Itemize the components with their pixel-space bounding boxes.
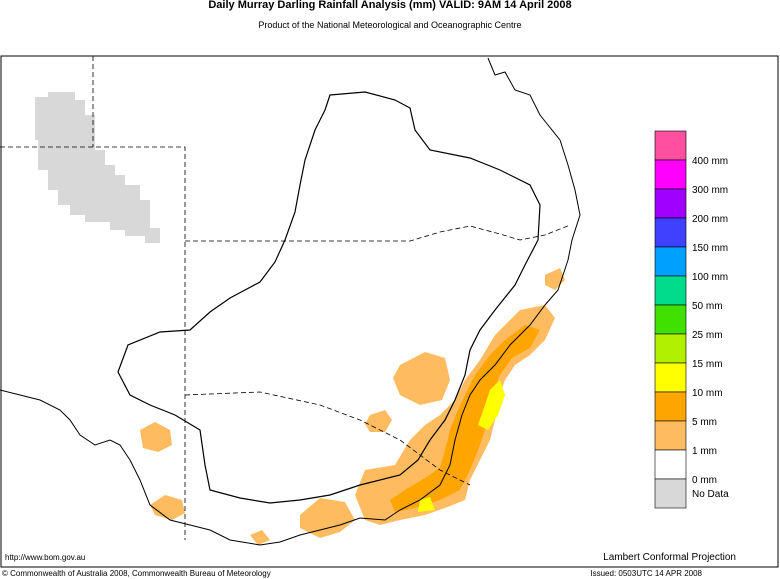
- legend-swatch: [654, 217, 687, 248]
- issued: Issued: 0503UTC 14 APR 2008: [590, 569, 702, 578]
- legend-swatch: [654, 275, 687, 306]
- legend-swatch: [654, 130, 687, 161]
- state-borders: [0, 56, 571, 540]
- rainfall-areas: [140, 268, 565, 545]
- legend-swatch: [654, 391, 687, 422]
- legend-swatch: [654, 420, 687, 451]
- legend-label: 400 mm: [692, 156, 728, 167]
- projection: Lambert Conformal Projection: [603, 552, 736, 563]
- legend-swatch: [654, 478, 687, 509]
- legend-label: 200 mm: [692, 214, 728, 225]
- legend-label: 10 mm: [692, 388, 723, 399]
- coastline: [0, 57, 581, 546]
- legend-label: 25 mm: [692, 330, 723, 341]
- legend-swatch: [654, 188, 687, 219]
- no-data-area: [35, 92, 160, 243]
- legend-label: 15 mm: [692, 359, 723, 370]
- legend-swatch: [654, 362, 687, 393]
- legend-swatch: [654, 449, 687, 480]
- legend-label: 100 mm: [692, 272, 728, 283]
- legend-label: 5 mm: [692, 417, 717, 428]
- legend-no-data: No Data: [692, 489, 729, 500]
- source-url: http://www.bom.gov.au: [5, 553, 85, 562]
- legend-swatch: [654, 304, 687, 335]
- basin-outline: [117, 91, 541, 504]
- legend-label: 300 mm: [692, 185, 728, 196]
- legend-label: 0 mm: [692, 475, 717, 486]
- map-frame: [0, 55, 779, 568]
- legend: 400 mm 300 mm 200 mm 150 mm 100 mm 50 mm 25 mm…: [654, 130, 729, 509]
- legend-label: 150 mm: [692, 243, 728, 254]
- legend-swatch: [654, 246, 687, 277]
- legend-label: 1 mm: [692, 446, 717, 457]
- legend-label: 50 mm: [692, 301, 723, 312]
- copyright: © Commonwealth of Australia 2008, Common…: [2, 569, 271, 578]
- title: Daily Murray Darling Rainfall Analysis (…: [208, 0, 571, 11]
- legend-swatch: [654, 159, 687, 190]
- subtitle: Product of the National Meteorological a…: [258, 20, 521, 30]
- legend-swatch: [654, 333, 687, 364]
